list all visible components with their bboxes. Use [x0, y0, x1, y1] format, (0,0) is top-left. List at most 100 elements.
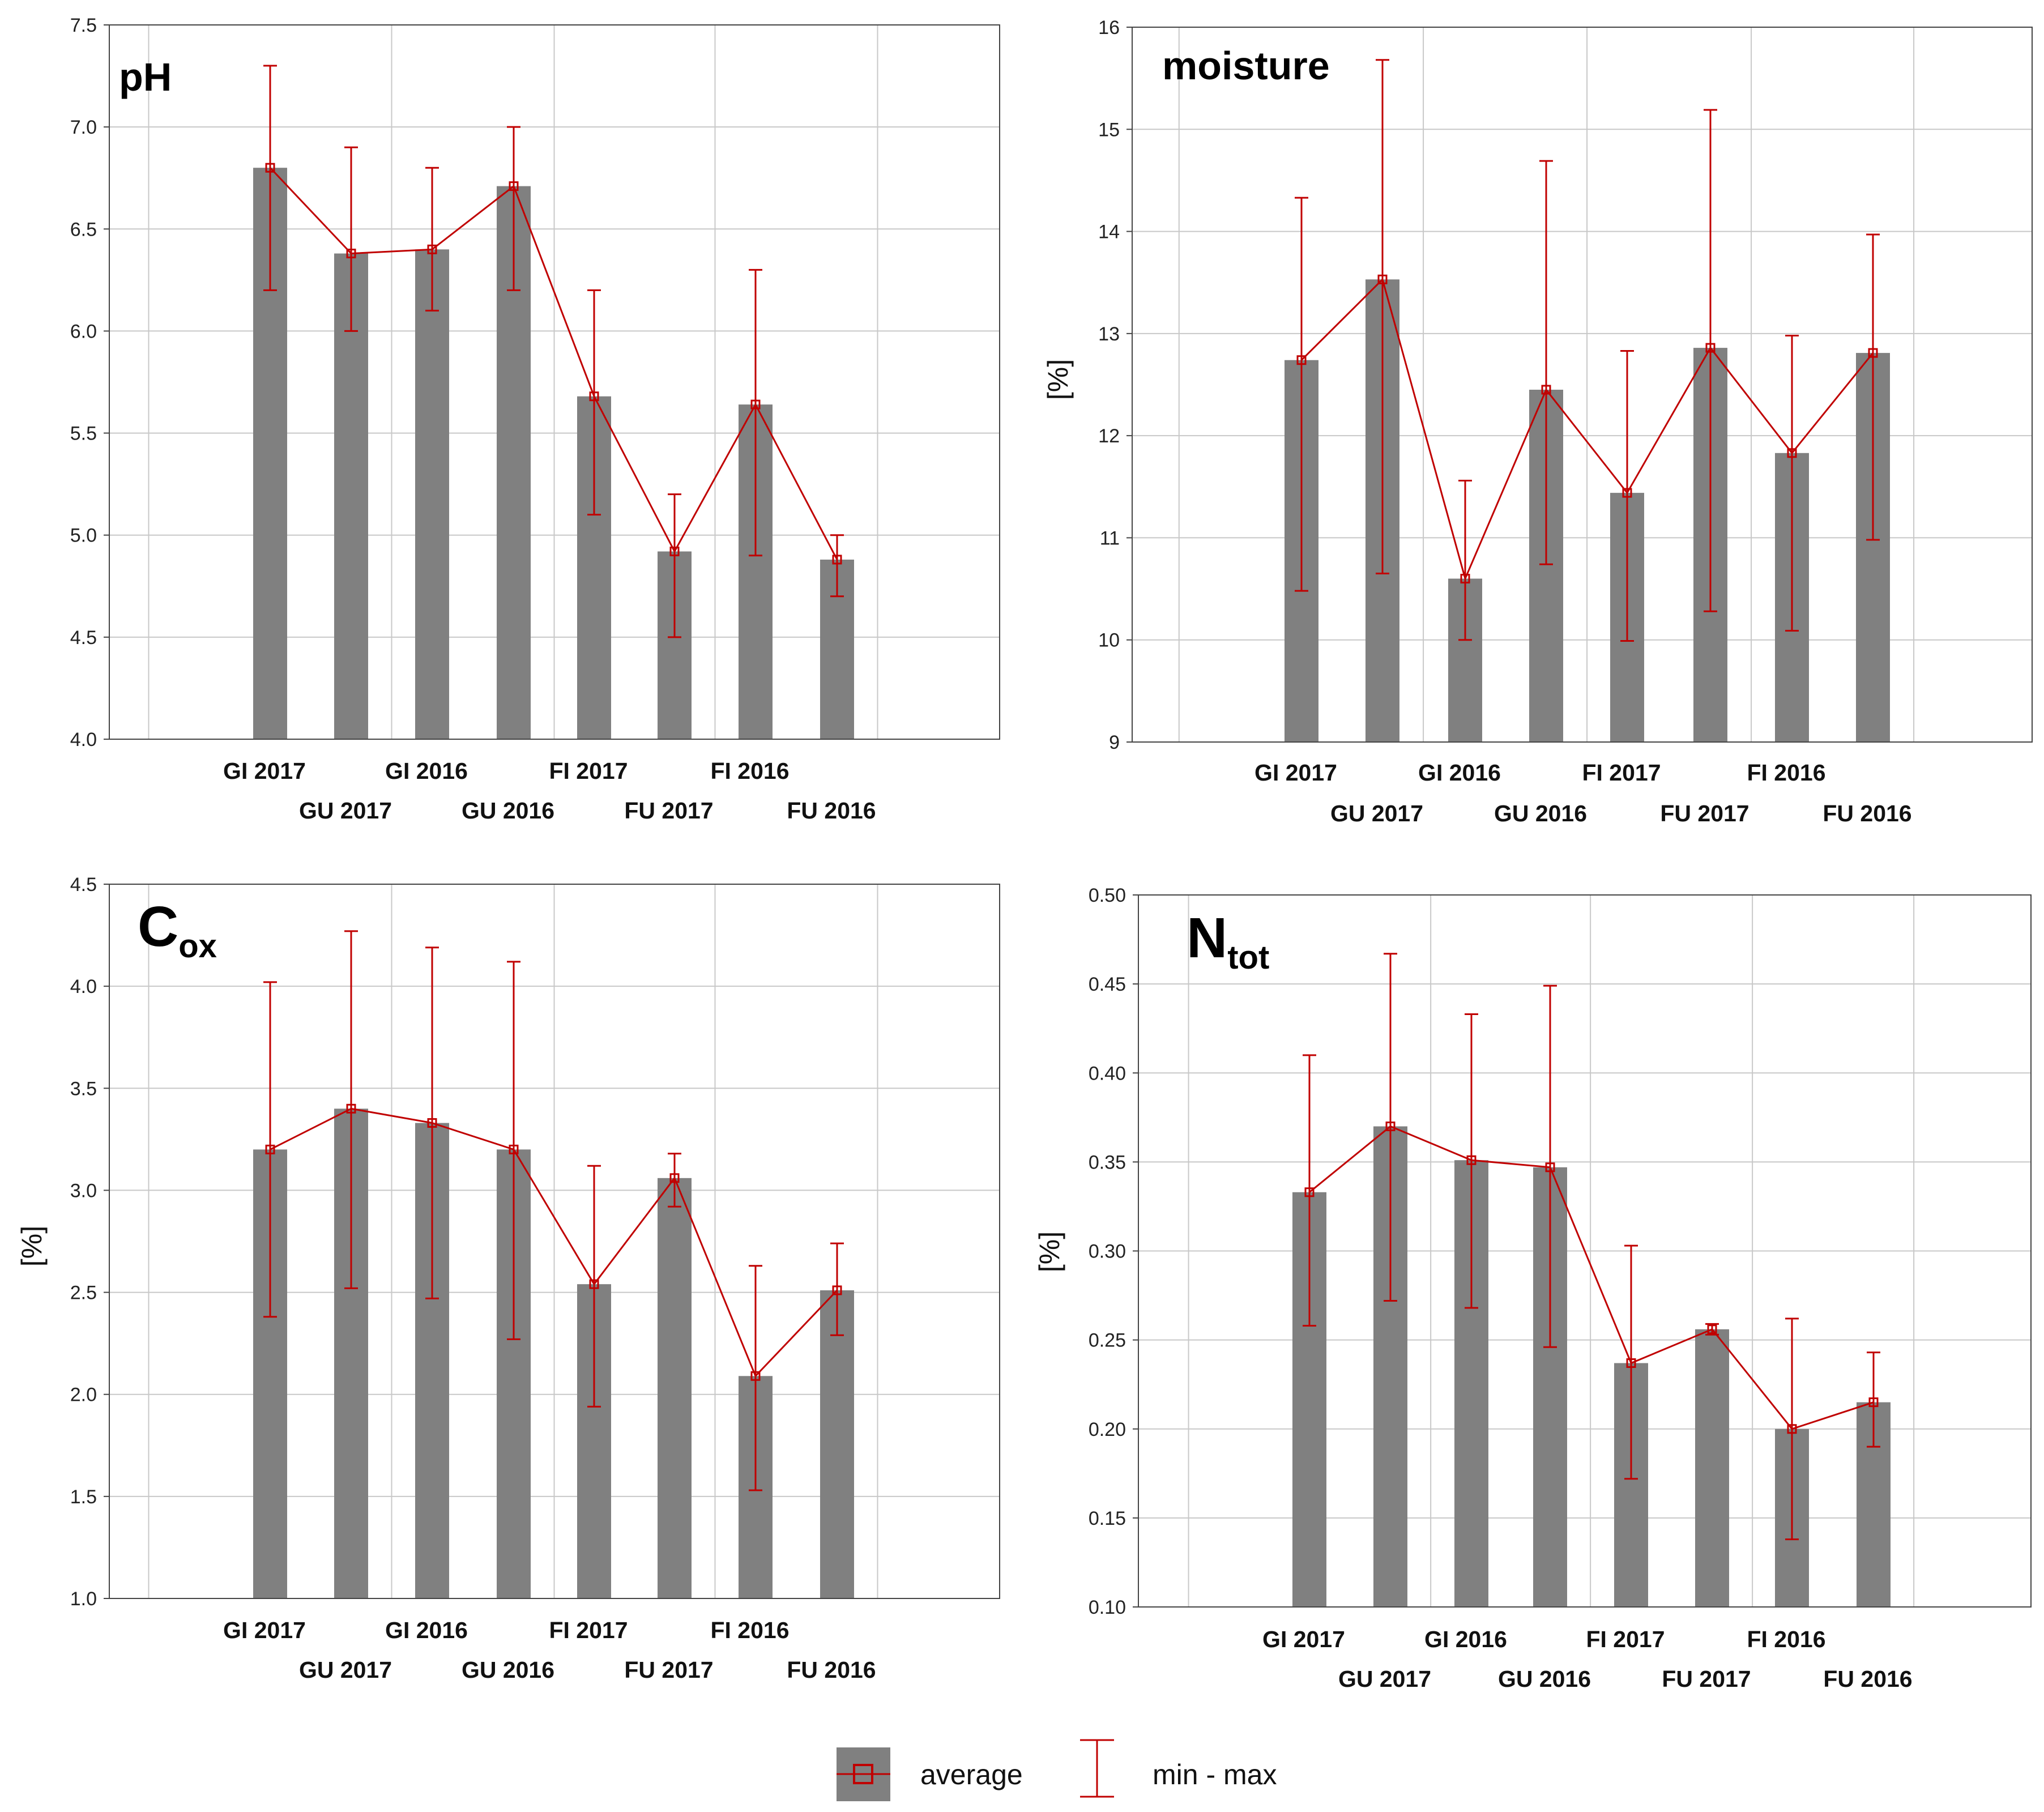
- x-category-label: FI 2016: [1747, 760, 1825, 786]
- y-tick-label: 15: [1098, 119, 1120, 140]
- y-tick-label: 5.0: [70, 525, 97, 547]
- bar: [334, 253, 368, 739]
- chart-title: pH: [119, 55, 172, 99]
- x-category-label: GI 2016: [385, 758, 468, 784]
- average-marker: [750, 1371, 761, 1381]
- average-marker: [346, 1103, 356, 1114]
- chart-title: Cox: [138, 895, 217, 965]
- legend-minmax-label: min - max: [1153, 1759, 1277, 1790]
- x-category-label: FI 2017: [549, 1617, 628, 1643]
- legend-average-marker: [853, 1764, 873, 1784]
- x-category-label: FI 2017: [1582, 760, 1661, 786]
- average-marker: [1626, 1358, 1636, 1368]
- average-marker: [1787, 1424, 1797, 1434]
- y-tick-label: 3.0: [70, 1180, 97, 1201]
- average-marker: [427, 244, 437, 254]
- y-tick-label: 4.5: [70, 627, 97, 649]
- average-marker: [1868, 348, 1878, 358]
- y-tick-label: 0.20: [1089, 1419, 1126, 1440]
- x-category-label: GU 2017: [1330, 800, 1423, 826]
- y-tick-label: 1.5: [70, 1486, 97, 1508]
- x-category-label: FI 2016: [1747, 1626, 1825, 1652]
- chart-title: Ntot: [1187, 906, 1269, 976]
- plot-frame: [109, 24, 1000, 740]
- x-category-label: GU 2017: [299, 1657, 392, 1683]
- bar: [1695, 1329, 1729, 1607]
- x-category-label: GU 2016: [462, 798, 554, 824]
- y-tick-label: 13: [1098, 323, 1120, 345]
- chart-title: moisture: [1162, 44, 1330, 88]
- chart-ph: 4.0 4.5 5.0 5.5 6.0 6.5 7.0 7.5 GI 2017 GU 2017 GI…: [70, 15, 1000, 824]
- average-marker: [427, 1118, 437, 1128]
- average-marker: [1304, 1187, 1315, 1197]
- y-tick-label: 4.5: [70, 874, 97, 896]
- average-line: [1300, 278, 1874, 582]
- y-tick-label: 0.35: [1089, 1152, 1126, 1173]
- legend: average min - max: [837, 1739, 1277, 1801]
- average-marker: [1705, 343, 1716, 353]
- average-marker: [1868, 1397, 1879, 1408]
- plot-frame: [1138, 894, 2032, 1608]
- y-tick-label: 0.15: [1089, 1508, 1126, 1529]
- x-category-label: FU 2017: [624, 1657, 713, 1683]
- y-tick-label: 9: [1109, 732, 1120, 753]
- x-category-label: GU 2017: [299, 798, 392, 824]
- average-marker: [1545, 1162, 1555, 1173]
- x-category-label: GU 2017: [1338, 1666, 1431, 1692]
- average-marker: [832, 555, 842, 565]
- x-category-label: GI 2016: [385, 1617, 468, 1643]
- x-category-label: FU 2017: [624, 798, 713, 824]
- y-tick-label: 10: [1098, 630, 1120, 651]
- y-tick-label: 14: [1098, 221, 1120, 243]
- bar: [658, 1178, 692, 1598]
- y-tick-label: 0.30: [1089, 1241, 1126, 1263]
- x-category-label: GU 2016: [1498, 1666, 1591, 1692]
- x-category-label: FU 2016: [1823, 1666, 1912, 1692]
- chart-cox: 1.0 1.5 2.0 2.5 3.0 3.5 4.0 4.5 GI 2017 GU 2017 GI…: [16, 874, 1000, 1683]
- x-category-label: GI 2016: [1424, 1626, 1507, 1652]
- average-marker: [1296, 355, 1307, 365]
- y-axis-label: [%]: [1034, 1231, 1065, 1272]
- x-category-label: FU 2017: [1662, 1666, 1751, 1692]
- y-tick-label: 0.10: [1089, 1597, 1126, 1618]
- average-marker: [1622, 488, 1632, 498]
- chart-title-subscript: tot: [1227, 939, 1269, 976]
- average-marker: [669, 547, 680, 557]
- bar: [415, 249, 449, 739]
- x-category-label: FU 2016: [787, 1657, 876, 1683]
- y-tick-label: 0.25: [1089, 1330, 1126, 1351]
- x-category-label: FU 2016: [787, 798, 876, 824]
- y-tick-label: 2.0: [70, 1384, 97, 1406]
- x-category-label: FI 2016: [710, 758, 789, 784]
- average-marker: [1787, 448, 1797, 458]
- average-marker: [1466, 1155, 1477, 1165]
- y-tick-label: 7.0: [70, 117, 97, 138]
- chart-title-main: moisture: [1162, 44, 1330, 88]
- average-marker: [750, 399, 761, 410]
- chart-title-main: N: [1187, 906, 1227, 970]
- average-marker: [265, 1144, 275, 1154]
- chart-title-main: pH: [119, 55, 172, 99]
- chart-title-main: C: [138, 895, 178, 958]
- y-tick-label: 2.5: [70, 1282, 97, 1304]
- x-category-label: FU 2017: [1660, 800, 1749, 826]
- y-tick-label: 12: [1098, 425, 1120, 447]
- average-marker: [346, 249, 356, 259]
- bar: [820, 1290, 854, 1598]
- y-tick-label: 6.0: [70, 321, 97, 342]
- y-tick-label: 0.45: [1089, 974, 1126, 995]
- y-tick-label: 16: [1098, 17, 1120, 39]
- chart-moisture: 9 10 11 12 13 14 15 16 GI 2017 GU 2017 GI 2016 GU 2…: [1042, 17, 2033, 826]
- average-line: [269, 167, 838, 560]
- plot-area: [1132, 27, 2032, 742]
- plot-frame: [1132, 27, 2033, 743]
- y-tick-label: 1.0: [70, 1588, 97, 1610]
- y-tick-label: 5.5: [70, 423, 97, 445]
- x-category-label: GU 2016: [462, 1657, 554, 1683]
- plot-frame: [109, 884, 1000, 1599]
- y-axis-label: [%]: [1042, 359, 1074, 400]
- average-marker: [1707, 1324, 1717, 1335]
- x-category-label: GI 2017: [1254, 760, 1337, 786]
- y-tick-label: 7.5: [70, 15, 97, 36]
